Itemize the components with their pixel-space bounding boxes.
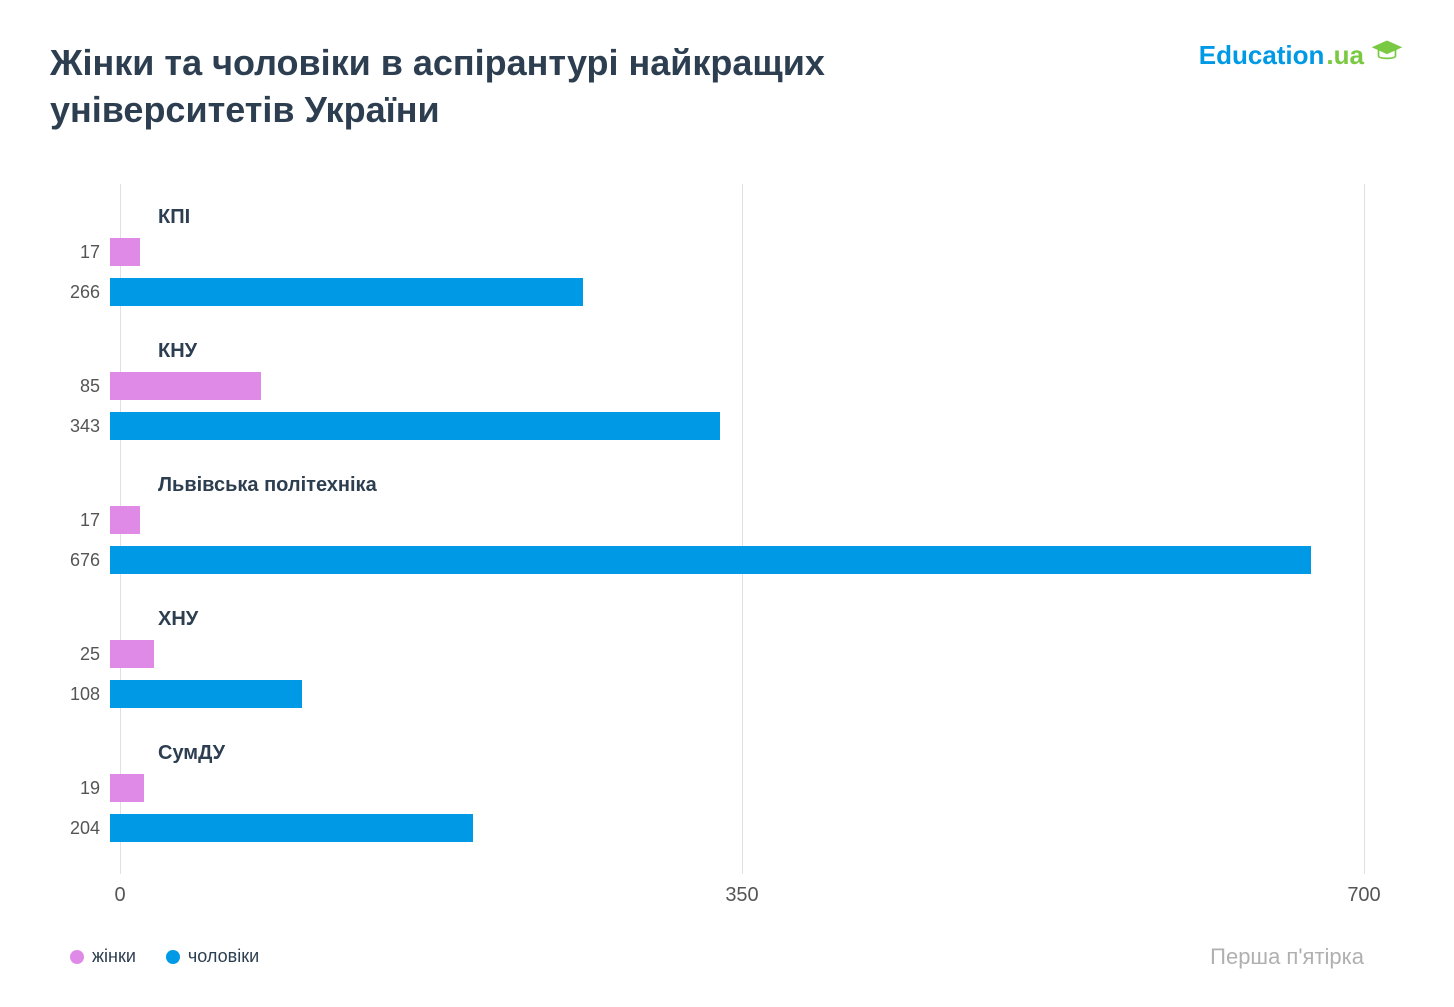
bar-women [110, 372, 261, 400]
x-axis: 0350700 [120, 884, 1364, 914]
group-label: ХНУ [158, 608, 1364, 631]
bar-row: 108 [120, 677, 1364, 711]
bar-row: 25 [120, 637, 1364, 671]
graduation-cap-icon [1370, 38, 1404, 60]
bar-row: 17 [120, 235, 1364, 269]
bar-men [110, 278, 583, 306]
group-label: КНУ [158, 340, 1364, 363]
bar-group: СумДУ 19 204 [120, 742, 1364, 851]
bar-men [110, 814, 473, 842]
bar-value: 343 [50, 416, 110, 437]
bar-row: 204 [120, 811, 1364, 845]
bar-row: 676 [120, 543, 1364, 577]
bar-row: 343 [120, 409, 1364, 443]
legend-footer: жінки чоловіки Перша п'ятірка [70, 944, 1364, 970]
bar-value: 17 [50, 242, 110, 263]
x-tick-label: 0 [114, 884, 125, 907]
group-label: КПІ [158, 206, 1364, 229]
chart-title: Жінки та чоловіки в аспірантурі найкращи… [50, 40, 950, 134]
legend-label: чоловіки [188, 946, 259, 967]
group-label: Львівська політехніка [158, 474, 1364, 497]
x-tick-label: 700 [1347, 884, 1380, 907]
logo-text-2: .ua [1326, 40, 1364, 71]
bar-row: 266 [120, 275, 1364, 309]
group-label: СумДУ [158, 742, 1364, 765]
bar-group: Львівська політехніка 17 676 [120, 474, 1364, 583]
bar-men [110, 412, 720, 440]
legend-dot-icon [166, 950, 180, 964]
bar-value: 108 [50, 684, 110, 705]
bar-women [110, 774, 144, 802]
bar-women [110, 640, 154, 668]
bar-row: 19 [120, 771, 1364, 805]
bar-value: 204 [50, 818, 110, 839]
bar-value: 85 [50, 376, 110, 397]
bar-value: 25 [50, 644, 110, 665]
bar-groups: КПІ 17 266 КНУ 85 343 Львівська політехніка 17 6… [120, 184, 1364, 874]
bar-value: 17 [50, 510, 110, 531]
bar-group: КПІ 17 266 [120, 206, 1364, 315]
legend-label: жінки [92, 946, 136, 967]
legend: жінки чоловіки [70, 946, 259, 967]
gridline [1364, 184, 1365, 874]
header: Жінки та чоловіки в аспірантурі найкращи… [50, 40, 1404, 134]
x-tick-label: 350 [725, 884, 758, 907]
logo-text-1: Education [1199, 40, 1325, 71]
legend-item-men: чоловіки [166, 946, 259, 967]
legend-item-women: жінки [70, 946, 136, 967]
bar-men [110, 680, 302, 708]
logo: Education .ua [1199, 40, 1404, 71]
chart-area: КПІ 17 266 КНУ 85 343 Львівська політехніка 17 6… [120, 184, 1364, 914]
bar-women [110, 506, 140, 534]
footer-note: Перша п'ятірка [1210, 944, 1364, 970]
legend-dot-icon [70, 950, 84, 964]
bar-group: ХНУ 25 108 [120, 608, 1364, 717]
bar-value: 19 [50, 778, 110, 799]
bar-group: КНУ 85 343 [120, 340, 1364, 449]
bar-value: 266 [50, 282, 110, 303]
bar-women [110, 238, 140, 266]
bar-men [110, 546, 1311, 574]
bar-row: 85 [120, 369, 1364, 403]
bar-value: 676 [50, 550, 110, 571]
bar-row: 17 [120, 503, 1364, 537]
